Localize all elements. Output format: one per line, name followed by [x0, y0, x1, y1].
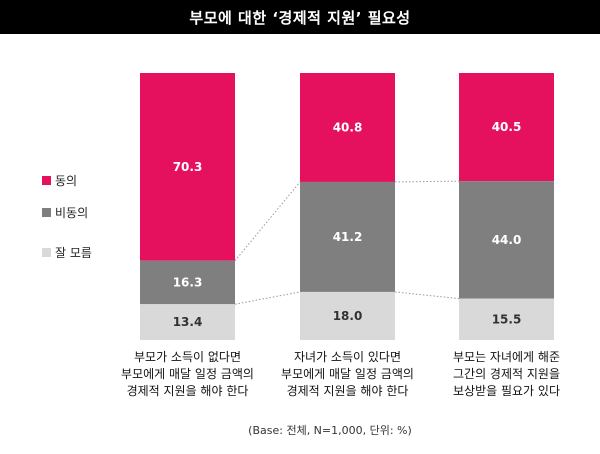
data-label-agree-1: 40.8 [333, 120, 363, 134]
legend-label-2: 잘 모름 [55, 246, 92, 260]
bar-segment-disagree-0 [140, 260, 235, 305]
data-label-agree-0: 70.3 [173, 160, 203, 174]
category-label-1-line-0: 자녀가 소득이 있다면 [294, 350, 401, 364]
connector-line-agree-1 [394, 180, 460, 183]
legend-label-1: 비동의 [55, 206, 88, 220]
connector-line-unknown-0 [234, 291, 301, 305]
bar-segment-disagree-1 [300, 181, 395, 292]
chart-title: 부모에 대한 ‘경제적 지원’ 필요성 [0, 0, 600, 34]
data-label-unknown-1: 18.0 [333, 309, 363, 323]
data-label-agree-2: 40.5 [492, 120, 522, 134]
category-label-2-line-2: 보상받을 필요가 있다 [453, 384, 560, 398]
data-label-disagree-0: 16.3 [173, 275, 203, 289]
category-label-2-line-0: 부모는 자녀에게 해준 [453, 350, 560, 364]
bar-segment-unknown-0 [140, 304, 235, 340]
legend-swatch-0 [42, 176, 51, 185]
bar-segment-agree-2 [459, 73, 554, 182]
bar-segment-unknown-1 [300, 291, 395, 340]
bar-segment-agree-0 [140, 73, 235, 261]
data-label-unknown-2: 15.5 [492, 312, 522, 326]
data-label-unknown-0: 13.4 [173, 315, 203, 329]
base-note: (Base: 전체, N=1,000, 단위: %) [248, 424, 412, 437]
data-label-disagree-1: 41.2 [333, 230, 363, 244]
connector-line-agree-0 [234, 181, 301, 262]
legend-swatch-1 [42, 208, 51, 217]
category-label-0-line-2: 경제적 지원을 해야 한다 [127, 384, 249, 398]
connector-line-unknown-1 [394, 291, 460, 300]
category-label-2-line-1: 그간의 경제적 지원을 [453, 367, 560, 381]
category-label-1-line-2: 경제적 지원을 해야 한다 [287, 384, 409, 398]
legend-label-0: 동의 [55, 174, 77, 188]
data-label-disagree-2: 44.0 [492, 233, 522, 247]
bar-segment-disagree-2 [459, 181, 554, 299]
bar-segment-agree-1 [300, 73, 395, 182]
category-label-0-line-1: 부모에게 매달 일정 금액의 [121, 367, 254, 381]
bar-segment-unknown-2 [459, 298, 554, 340]
legend-swatch-2 [42, 248, 51, 257]
category-label-0-line-0: 부모가 소득이 없다면 [134, 350, 241, 364]
category-label-1-line-1: 부모에게 매달 일정 금액의 [281, 367, 414, 381]
